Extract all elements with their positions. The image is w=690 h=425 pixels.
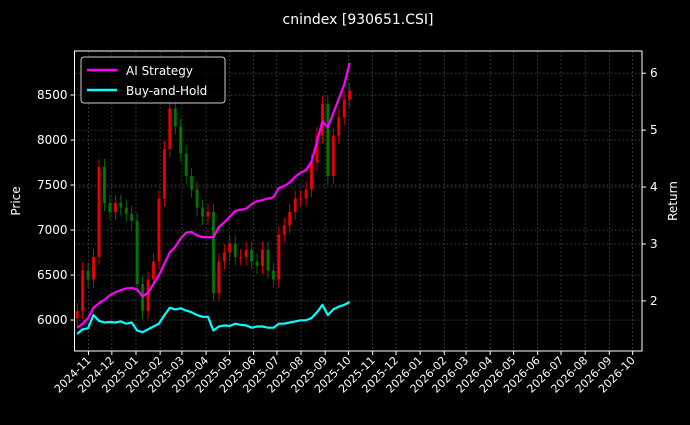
candle-body: [173, 108, 177, 127]
legend: AI Strategy Buy-and-Hold: [80, 56, 226, 104]
candle-body: [255, 261, 259, 267]
candle-body: [266, 249, 270, 271]
y-tick-label-right: 4: [650, 180, 658, 194]
candle-body: [201, 207, 205, 217]
y-tick-label: 7500: [37, 178, 68, 192]
candle-body: [348, 90, 352, 100]
candle-body: [211, 212, 215, 294]
candle-body: [184, 153, 188, 177]
candle-body: [141, 284, 145, 312]
candle-body: [81, 270, 85, 312]
candle-body: [195, 189, 199, 208]
candle-body: [86, 270, 90, 280]
y-tick-label-right: 3: [650, 237, 658, 251]
candle-body: [331, 135, 335, 177]
series-lines: [76, 62, 351, 335]
candle-body: [271, 270, 275, 280]
candle-body: [250, 249, 254, 262]
candle-body: [157, 198, 161, 262]
candle-body: [337, 117, 341, 136]
candle-body: [168, 108, 172, 150]
candle-body: [293, 198, 297, 213]
y-tick-label-right: 5: [650, 123, 658, 137]
candle-body: [102, 167, 106, 204]
candle-body: [260, 249, 264, 267]
candle-body: [244, 249, 248, 258]
candle-body: [304, 189, 308, 199]
candle-body: [282, 225, 286, 235]
candle-body: [146, 279, 150, 312]
candle-body: [217, 261, 221, 294]
y-tick-label: 6500: [37, 268, 68, 282]
candle-body: [299, 198, 303, 200]
candle-body: [97, 167, 101, 258]
y-axis-left: 6000 6500 7000 7500 8000 8500: [37, 88, 75, 327]
plot-frame: [74, 50, 643, 352]
candle-body: [233, 243, 237, 258]
candle-body: [124, 207, 128, 214]
y-axis-label-left: Price: [9, 186, 23, 215]
x-axis: 2024-112024-122025-012025-022025-032025-…: [52, 351, 638, 396]
y-tick-label: 7000: [37, 223, 68, 237]
candle-body: [342, 99, 346, 118]
y-tick-label-right: 6: [650, 66, 658, 80]
candle-body: [326, 104, 330, 177]
candle-body: [75, 311, 79, 319]
buy-and-hold-line: [76, 301, 351, 335]
y-axis-right: 2 3 4 5 6: [642, 66, 658, 308]
candle-body: [113, 203, 117, 213]
y-tick-label: 6000: [37, 313, 68, 327]
candle-body: [320, 104, 324, 136]
candle-body: [130, 213, 134, 222]
candle-body: [162, 149, 166, 199]
candle-body: [277, 234, 281, 280]
candle-body: [108, 203, 112, 213]
ai-strategy-line: [76, 62, 351, 329]
candle-body: [151, 261, 155, 280]
legend-box: [80, 56, 226, 104]
candle-body: [119, 203, 123, 208]
y-axis-label-right: Return: [666, 181, 680, 221]
candle-body: [228, 243, 232, 253]
candle-body: [190, 176, 194, 190]
y-tick-label: 8000: [37, 133, 68, 147]
candlesticks: [75, 82, 352, 327]
candle-body: [315, 135, 319, 163]
candle-body: [135, 221, 139, 285]
candle-body: [310, 162, 314, 190]
candle-body: [239, 257, 243, 259]
candle-body: [288, 212, 292, 226]
candle-body: [222, 252, 226, 262]
candle-body: [92, 257, 96, 280]
y-tick-label: 8500: [37, 88, 68, 102]
legend-label-ai: AI Strategy: [126, 64, 193, 78]
y-tick-label-right: 2: [650, 294, 658, 308]
legend-label-bh: Buy-and-Hold: [126, 84, 207, 98]
chart-title: cnindex [930651.CSI]: [283, 12, 434, 28]
candle-body: [206, 212, 210, 217]
candle-body: [179, 126, 183, 154]
